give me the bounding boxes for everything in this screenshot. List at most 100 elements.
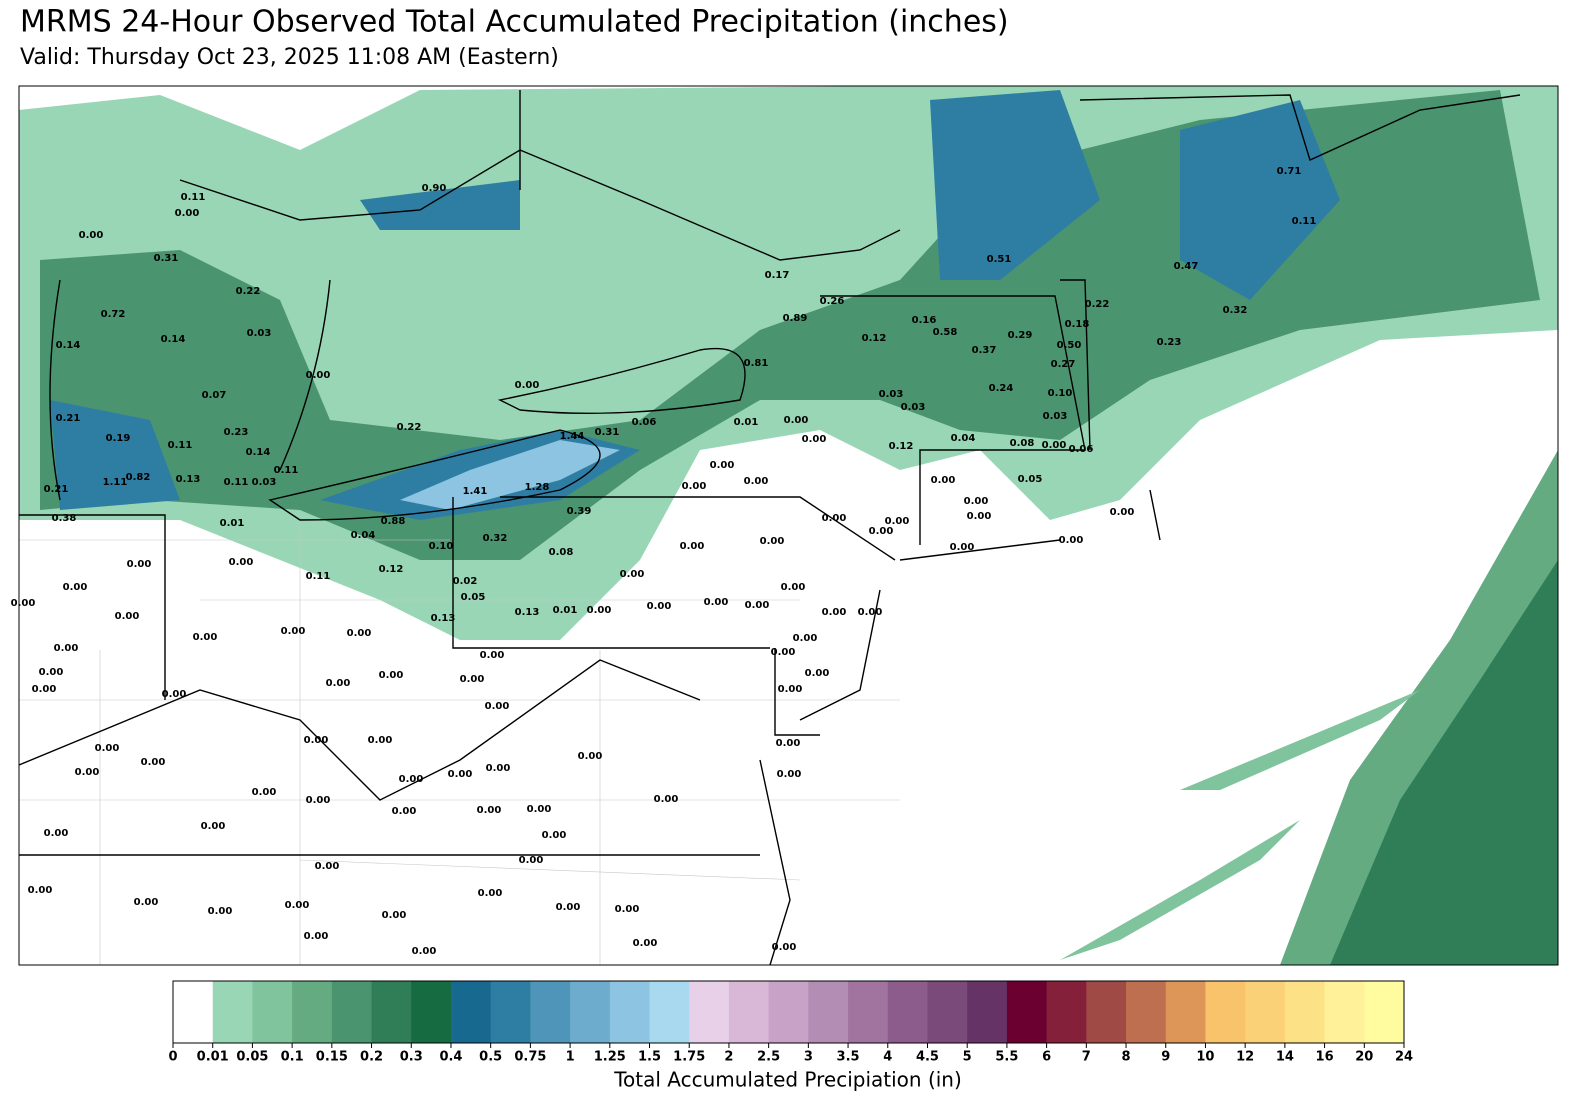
colorbar-swatch: [1046, 981, 1087, 1043]
station-value: 0.03: [247, 328, 272, 339]
colorbar-swatch: [887, 981, 928, 1043]
station-value: 0.00: [115, 611, 140, 622]
station-value: 0.21: [56, 413, 81, 424]
station-value: 0.00: [519, 855, 544, 866]
colorbar-swatch: [173, 981, 214, 1043]
colorbar-swatch: [967, 981, 1008, 1043]
colorbar-swatch: [490, 981, 531, 1043]
station-value: 0.89: [783, 313, 808, 324]
colorbar-tick-label: 6: [1042, 1050, 1051, 1065]
station-value: 0.10: [429, 541, 454, 552]
station-value: 0.00: [805, 668, 830, 679]
station-value: 0.00: [858, 607, 883, 618]
station-value: 0.16: [912, 315, 937, 326]
colorbar-tick-label: 1.25: [594, 1050, 626, 1065]
station-value: 0.10: [1048, 388, 1073, 399]
station-value: 0.00: [772, 942, 797, 953]
station-value: 0.00: [744, 476, 769, 487]
station-value: 0.00: [134, 897, 159, 908]
colorbar-swatch: [411, 981, 452, 1043]
station-value: 0.00: [710, 460, 735, 471]
station-value: 0.00: [95, 743, 120, 754]
station-value: 0.00: [480, 650, 505, 661]
colorbar-tick-label: 4.5: [916, 1050, 939, 1065]
station-value: 0.00: [477, 805, 502, 816]
station-value: 0.00: [647, 601, 672, 612]
station-value: 0.00: [615, 904, 640, 915]
station-value: 0.23: [1157, 337, 1182, 348]
station-value: 0.82: [126, 472, 151, 483]
station-value: 0.00: [39, 667, 64, 678]
station-value: 0.00: [281, 626, 306, 637]
station-value: 0.00: [620, 569, 645, 580]
station-value: 0.12: [889, 441, 914, 452]
station-value: 0.00: [306, 370, 331, 381]
colorbar-swatch: [768, 981, 809, 1043]
colorbar-swatch: [1245, 981, 1286, 1043]
station-value: 0.04: [351, 530, 376, 541]
station-value: 0.21: [44, 484, 69, 495]
station-value: 1.44: [560, 431, 585, 442]
station-value: 0.00: [306, 795, 331, 806]
station-value: 0.00: [950, 542, 975, 553]
station-value: 0.00: [208, 906, 233, 917]
station-value: 0.00: [793, 633, 818, 644]
colorbar-swatch: [848, 981, 889, 1043]
station-value: 0.00: [760, 536, 785, 547]
station-value: 0.01: [220, 518, 245, 529]
station-value: 0.13: [176, 474, 201, 485]
station-value: 0.00: [382, 910, 407, 921]
station-value: 0.00: [802, 434, 827, 445]
station-value: 0.22: [236, 286, 261, 297]
station-value: 0.12: [379, 564, 404, 575]
station-value: 0.00: [315, 861, 340, 872]
colorbar-swatch: [1006, 981, 1048, 1043]
station-value: 0.00: [201, 821, 226, 832]
colorbar-swatch: [927, 981, 968, 1043]
subtitle: Valid: Thursday Oct 23, 2025 11:08 AM (E…: [20, 45, 559, 70]
station-value: 0.00: [822, 513, 847, 524]
colorbar-swatch: [1165, 981, 1206, 1043]
station-value: 0.00: [777, 769, 802, 780]
station-value: 0.14: [246, 447, 271, 458]
station-value: 0.00: [54, 643, 79, 654]
station-value: 0.00: [1042, 440, 1067, 451]
station-value: 0.01: [734, 417, 759, 428]
colorbar-swatch: [1126, 981, 1167, 1043]
colorbar-swatch: [1284, 981, 1326, 1043]
station-value: 0.24: [989, 383, 1014, 394]
colorbar-swatch: [689, 981, 730, 1043]
station-value: 0.00: [1059, 535, 1084, 546]
station-value: 0.00: [326, 678, 351, 689]
station-value: 0.00: [486, 763, 511, 774]
station-value: 0.00: [32, 684, 57, 695]
station-value: 0.22: [397, 422, 422, 433]
station-value: 0.11: [224, 477, 249, 488]
map: [18, 85, 1559, 966]
station-value: 0.14: [56, 340, 81, 351]
station-value: 0.11: [306, 571, 331, 582]
station-value: 0.08: [549, 547, 574, 558]
colorbar-tick-label: 3.5: [837, 1050, 860, 1065]
colorbar-swatch: [609, 981, 651, 1043]
colorbar-tick-label: 0.2: [360, 1050, 383, 1065]
station-value: 0.01: [553, 605, 578, 616]
colorbar-tick-label: 3: [804, 1050, 813, 1065]
station-value: 0.00: [778, 684, 803, 695]
station-value: 0.00: [75, 767, 100, 778]
station-value: 0.00: [44, 828, 69, 839]
colorbar-swatch: [1086, 981, 1127, 1043]
station-value: 0.51: [987, 254, 1012, 265]
map-frame: [18, 85, 1559, 966]
station-value: 0.14: [161, 334, 186, 345]
colorbar-swatch: [530, 981, 571, 1043]
station-value: 0.00: [478, 888, 503, 899]
station-value: 0.58: [933, 327, 958, 338]
station-value: 0.00: [252, 787, 277, 798]
station-value: 0.03: [1043, 411, 1068, 422]
colorbar-tick-label: 5: [963, 1050, 972, 1065]
station-value: 0.02: [453, 576, 478, 587]
station-value: 0.00: [931, 475, 956, 486]
station-value: 0.47: [1174, 261, 1199, 272]
colorbar-tick-label: 0.15: [316, 1050, 348, 1065]
